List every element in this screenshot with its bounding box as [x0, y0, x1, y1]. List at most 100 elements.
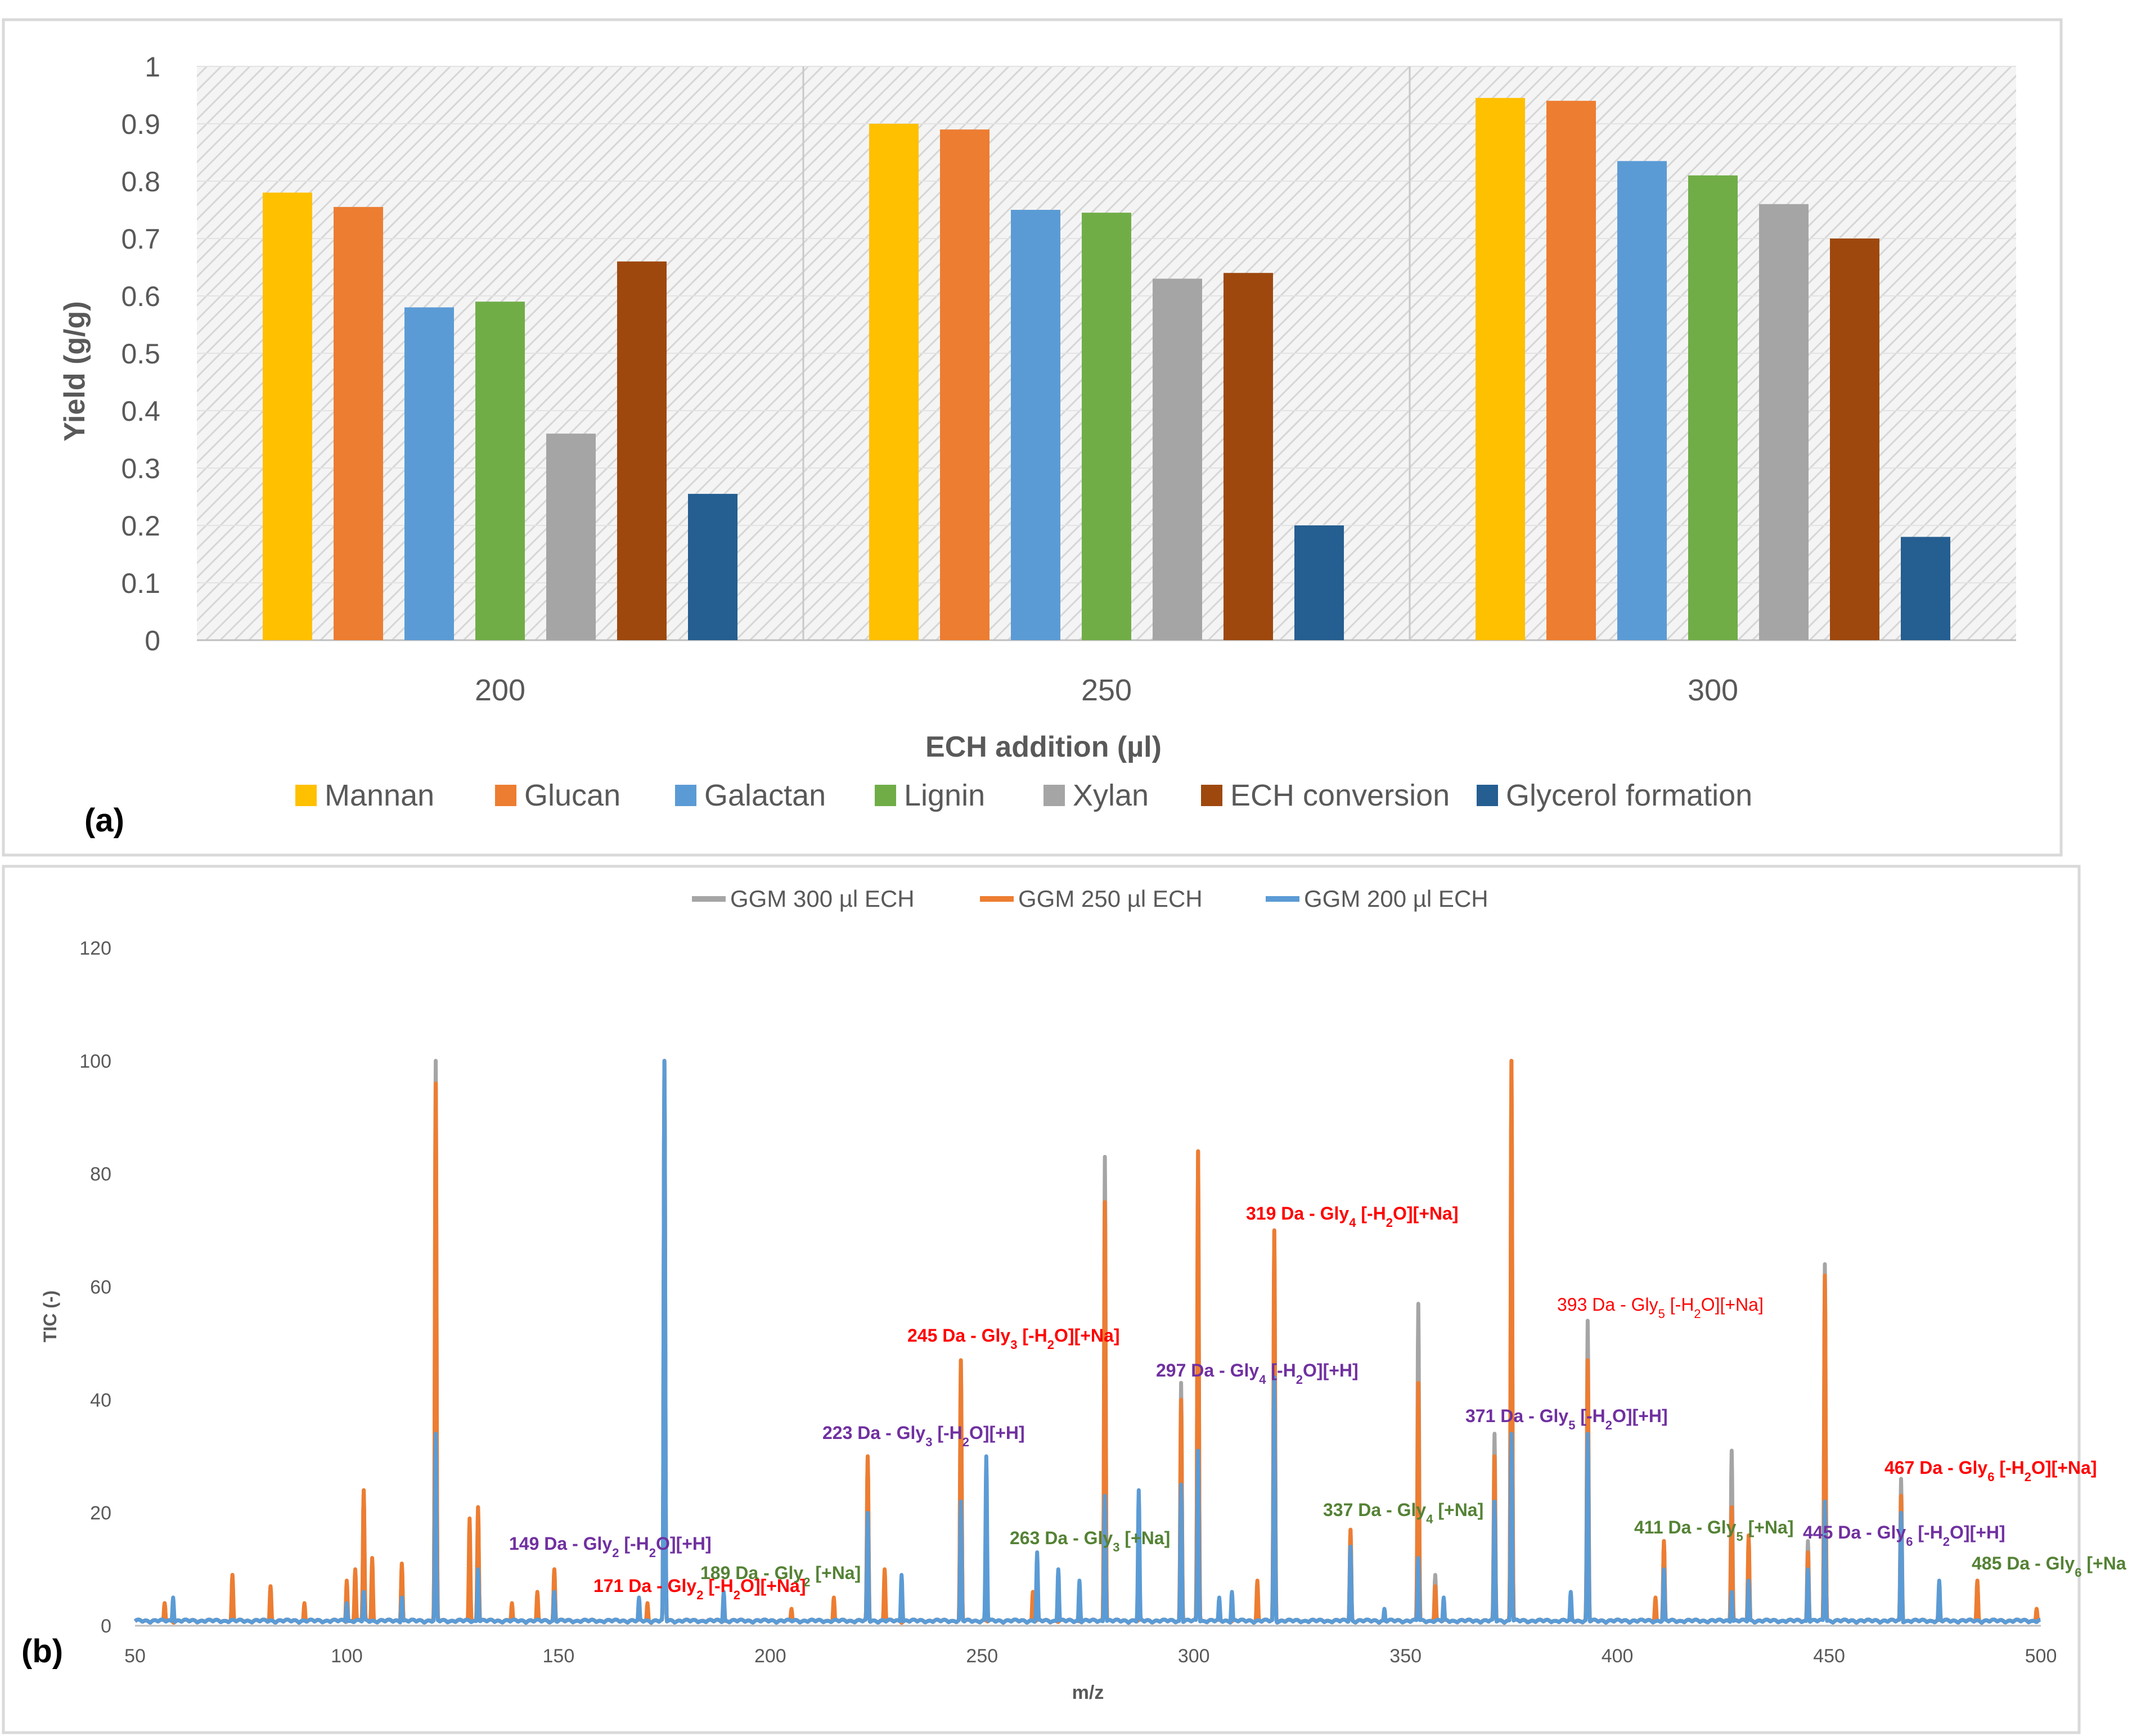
- panel-b-x-tick-label: 150: [543, 1645, 575, 1667]
- bar-xylan-200: [546, 433, 596, 640]
- panel-a-y-tick-label: 0.3: [121, 453, 160, 484]
- panel-b-y-tick-label: 40: [90, 1389, 111, 1411]
- legend-swatch-glucan: [495, 785, 516, 806]
- panel-a-label: (a): [84, 802, 124, 839]
- bar-xylan-300: [1759, 204, 1809, 640]
- bar-galactan-200: [404, 307, 454, 640]
- panel-a-y-tick-label: 0.1: [121, 568, 160, 599]
- panel-a-legend: Mannan Glucan Galactan Lignin Xylan ECH conve…: [295, 779, 1752, 812]
- bar-galactan-250: [1011, 210, 1060, 640]
- panel-b-frame: [2, 865, 2081, 1734]
- panel-b-x-tick-label: 200: [754, 1645, 786, 1667]
- bar-glucan-300: [1546, 101, 1596, 640]
- panel-b-x-tick-label: 400: [1602, 1645, 1634, 1667]
- bar-ech-conversion-200: [617, 261, 667, 640]
- peak-annotation-371: 371 Da - Gly5 [-H2O][+H]: [1465, 1406, 1668, 1432]
- legend-label: Glycerol formation: [1506, 779, 1752, 812]
- bar-ech-conversion-300: [1830, 239, 1879, 640]
- panel-b-x-ticks: 50 100 150 200 250 300 350 400 450 500: [124, 1645, 2057, 1667]
- bar-mannan-200: [263, 192, 312, 640]
- legend-label: Glucan: [524, 779, 620, 812]
- panel-a-y-ticks: 0 0.1 0.2 0.3 0.4 0.5 0.6 0.7 0.8 0.9 1: [121, 51, 160, 656]
- panel-a-y-tick-label: 0.9: [121, 109, 160, 140]
- legend-swatch-galactan: [675, 785, 696, 806]
- bar-glycerol-formation-300: [1901, 537, 1950, 640]
- legend-swatch-glycerol-formation: [1477, 785, 1498, 806]
- panel-b-x-tick-label: 50: [124, 1645, 146, 1667]
- legend-swatch-ech-conversion: [1201, 785, 1222, 806]
- peak-annotation-467: 467 Da - Gly6 [-H2O][+Na]: [1884, 1458, 2097, 1484]
- legend-label: Galactan: [704, 779, 826, 812]
- panel-b-y-tick-label: 60: [90, 1277, 111, 1298]
- legend-label: GGM 200 µl ECH: [1304, 885, 1488, 912]
- panel-b-x-tick-label: 300: [1178, 1645, 1210, 1667]
- panel-b-y-ticks: 0 20 40 60 80 100 120: [79, 938, 111, 1637]
- panel-b-series-lines: [133, 1059, 2042, 1625]
- peak-annotation-445: 445 Da - Gly6 [-H2O][+H]: [1803, 1522, 2005, 1549]
- panel-b-x-tick-label: 100: [331, 1645, 363, 1667]
- bar-mannan-300: [1476, 98, 1525, 641]
- legend-label: Xylan: [1073, 779, 1149, 812]
- panel-a-x-tick-label: 250: [1081, 673, 1132, 707]
- bar-glucan-200: [334, 206, 383, 640]
- panel-b-x-tick-label: 500: [2025, 1645, 2057, 1667]
- panel-a-y-tick-label: 0.7: [121, 223, 160, 255]
- bar-galactan-300: [1617, 161, 1667, 640]
- bar-mannan-250: [869, 124, 919, 640]
- bar-lignin-300: [1688, 175, 1738, 640]
- legend-label: Mannan: [325, 779, 434, 812]
- legend-label: Lignin: [904, 779, 985, 812]
- panel-a-x-tick-label: 300: [1688, 673, 1738, 707]
- spectrum-line-ggm-200-l-ech: [133, 1059, 2042, 1625]
- legend-label: ECH conversion: [1230, 779, 1450, 812]
- panel-b-y-axis-label: TIC (-): [40, 1290, 60, 1342]
- legend-label: GGM 300 µl ECH: [730, 885, 915, 912]
- bar-glucan-250: [940, 129, 989, 640]
- peak-annotation-485: 485 Da - Gly6 [+Na: [1972, 1553, 2126, 1580]
- peak-annotation-297: 297 Da - Gly4 [-H2O][+H]: [1156, 1360, 1359, 1387]
- panel-b-y-tick-label: 20: [90, 1503, 111, 1524]
- panel-a-y-tick-label: 0: [145, 625, 160, 656]
- legend-swatch-xylan: [1043, 785, 1065, 806]
- panel-b-y-tick-label: 120: [79, 938, 111, 959]
- panel-a-y-tick-label: 0.6: [121, 281, 160, 312]
- panel-a-bars: [263, 98, 1950, 641]
- panel-a-y-tick-label: 0.4: [121, 395, 160, 427]
- bar-glycerol-formation-200: [688, 493, 737, 640]
- panel-b-annotations: 149 Da - Gly2 [-H2O][+H] 171 Da - Gly2 [-…: [509, 1203, 2126, 1602]
- peak-annotation-411: 411 Da - Gly5 [+Na]: [1634, 1517, 1793, 1544]
- panel-b-x-tick-label: 350: [1389, 1645, 1422, 1667]
- panel-b-y-tick-label: 0: [101, 1616, 111, 1637]
- panel-a-y-tick-label: 0.8: [121, 166, 160, 197]
- panel-a-x-ticks: 200 250 300: [475, 673, 1738, 707]
- panel-a-y-axis-label: Yield (g/g): [59, 301, 91, 441]
- bar-lignin-250: [1082, 213, 1131, 641]
- peak-annotation-263: 263 Da - Gly3 [+Na]: [1010, 1528, 1170, 1554]
- bar-xylan-250: [1153, 278, 1202, 640]
- peak-annotation-171: 171 Da - Gly2 [-H2O][+Na]: [593, 1576, 806, 1602]
- panel-b-x-axis-label: m/z: [1072, 1682, 1104, 1703]
- peak-annotation-223: 223 Da - Gly3 [-H2O][+H]: [822, 1423, 1025, 1449]
- bar-ech-conversion-250: [1224, 273, 1273, 640]
- peak-annotation-149: 149 Da - Gly2 [-H2O][+H]: [509, 1533, 712, 1560]
- panel-b-y-tick-label: 80: [90, 1164, 111, 1185]
- bar-lignin-200: [475, 302, 525, 640]
- legend-swatch-mannan: [295, 785, 317, 806]
- peak-annotation-393: 393 Da - Gly5 [-H2O][+Na]: [1557, 1294, 1764, 1321]
- panel-a-y-tick-label: 1: [145, 51, 160, 83]
- panel-b-x-tick-label: 250: [966, 1645, 998, 1667]
- peak-annotation-337: 337 Da - Gly4 [+Na]: [1323, 1500, 1483, 1526]
- panel-a-y-tick-label: 0.2: [121, 510, 160, 542]
- panel-b-y-tick-label: 100: [79, 1051, 111, 1072]
- bar-glycerol-formation-250: [1294, 525, 1344, 640]
- panel-b-label: (b): [21, 1633, 63, 1670]
- panel-a-x-axis-label: ECH addition (µl): [925, 731, 1162, 763]
- legend-swatch-lignin: [875, 785, 896, 806]
- panel-b-x-tick-label: 450: [1813, 1645, 1845, 1667]
- peak-annotation-245: 245 Da - Gly3 [-H2O][+Na]: [907, 1325, 1119, 1352]
- legend-label: GGM 250 µl ECH: [1018, 885, 1203, 912]
- peak-annotation-319: 319 Da - Gly4 [-H2O][+Na]: [1246, 1203, 1458, 1230]
- peak-annotation-189: 189 Da - Gly2 [+Na]: [700, 1563, 861, 1589]
- panel-a-y-tick-label: 0.5: [121, 338, 160, 370]
